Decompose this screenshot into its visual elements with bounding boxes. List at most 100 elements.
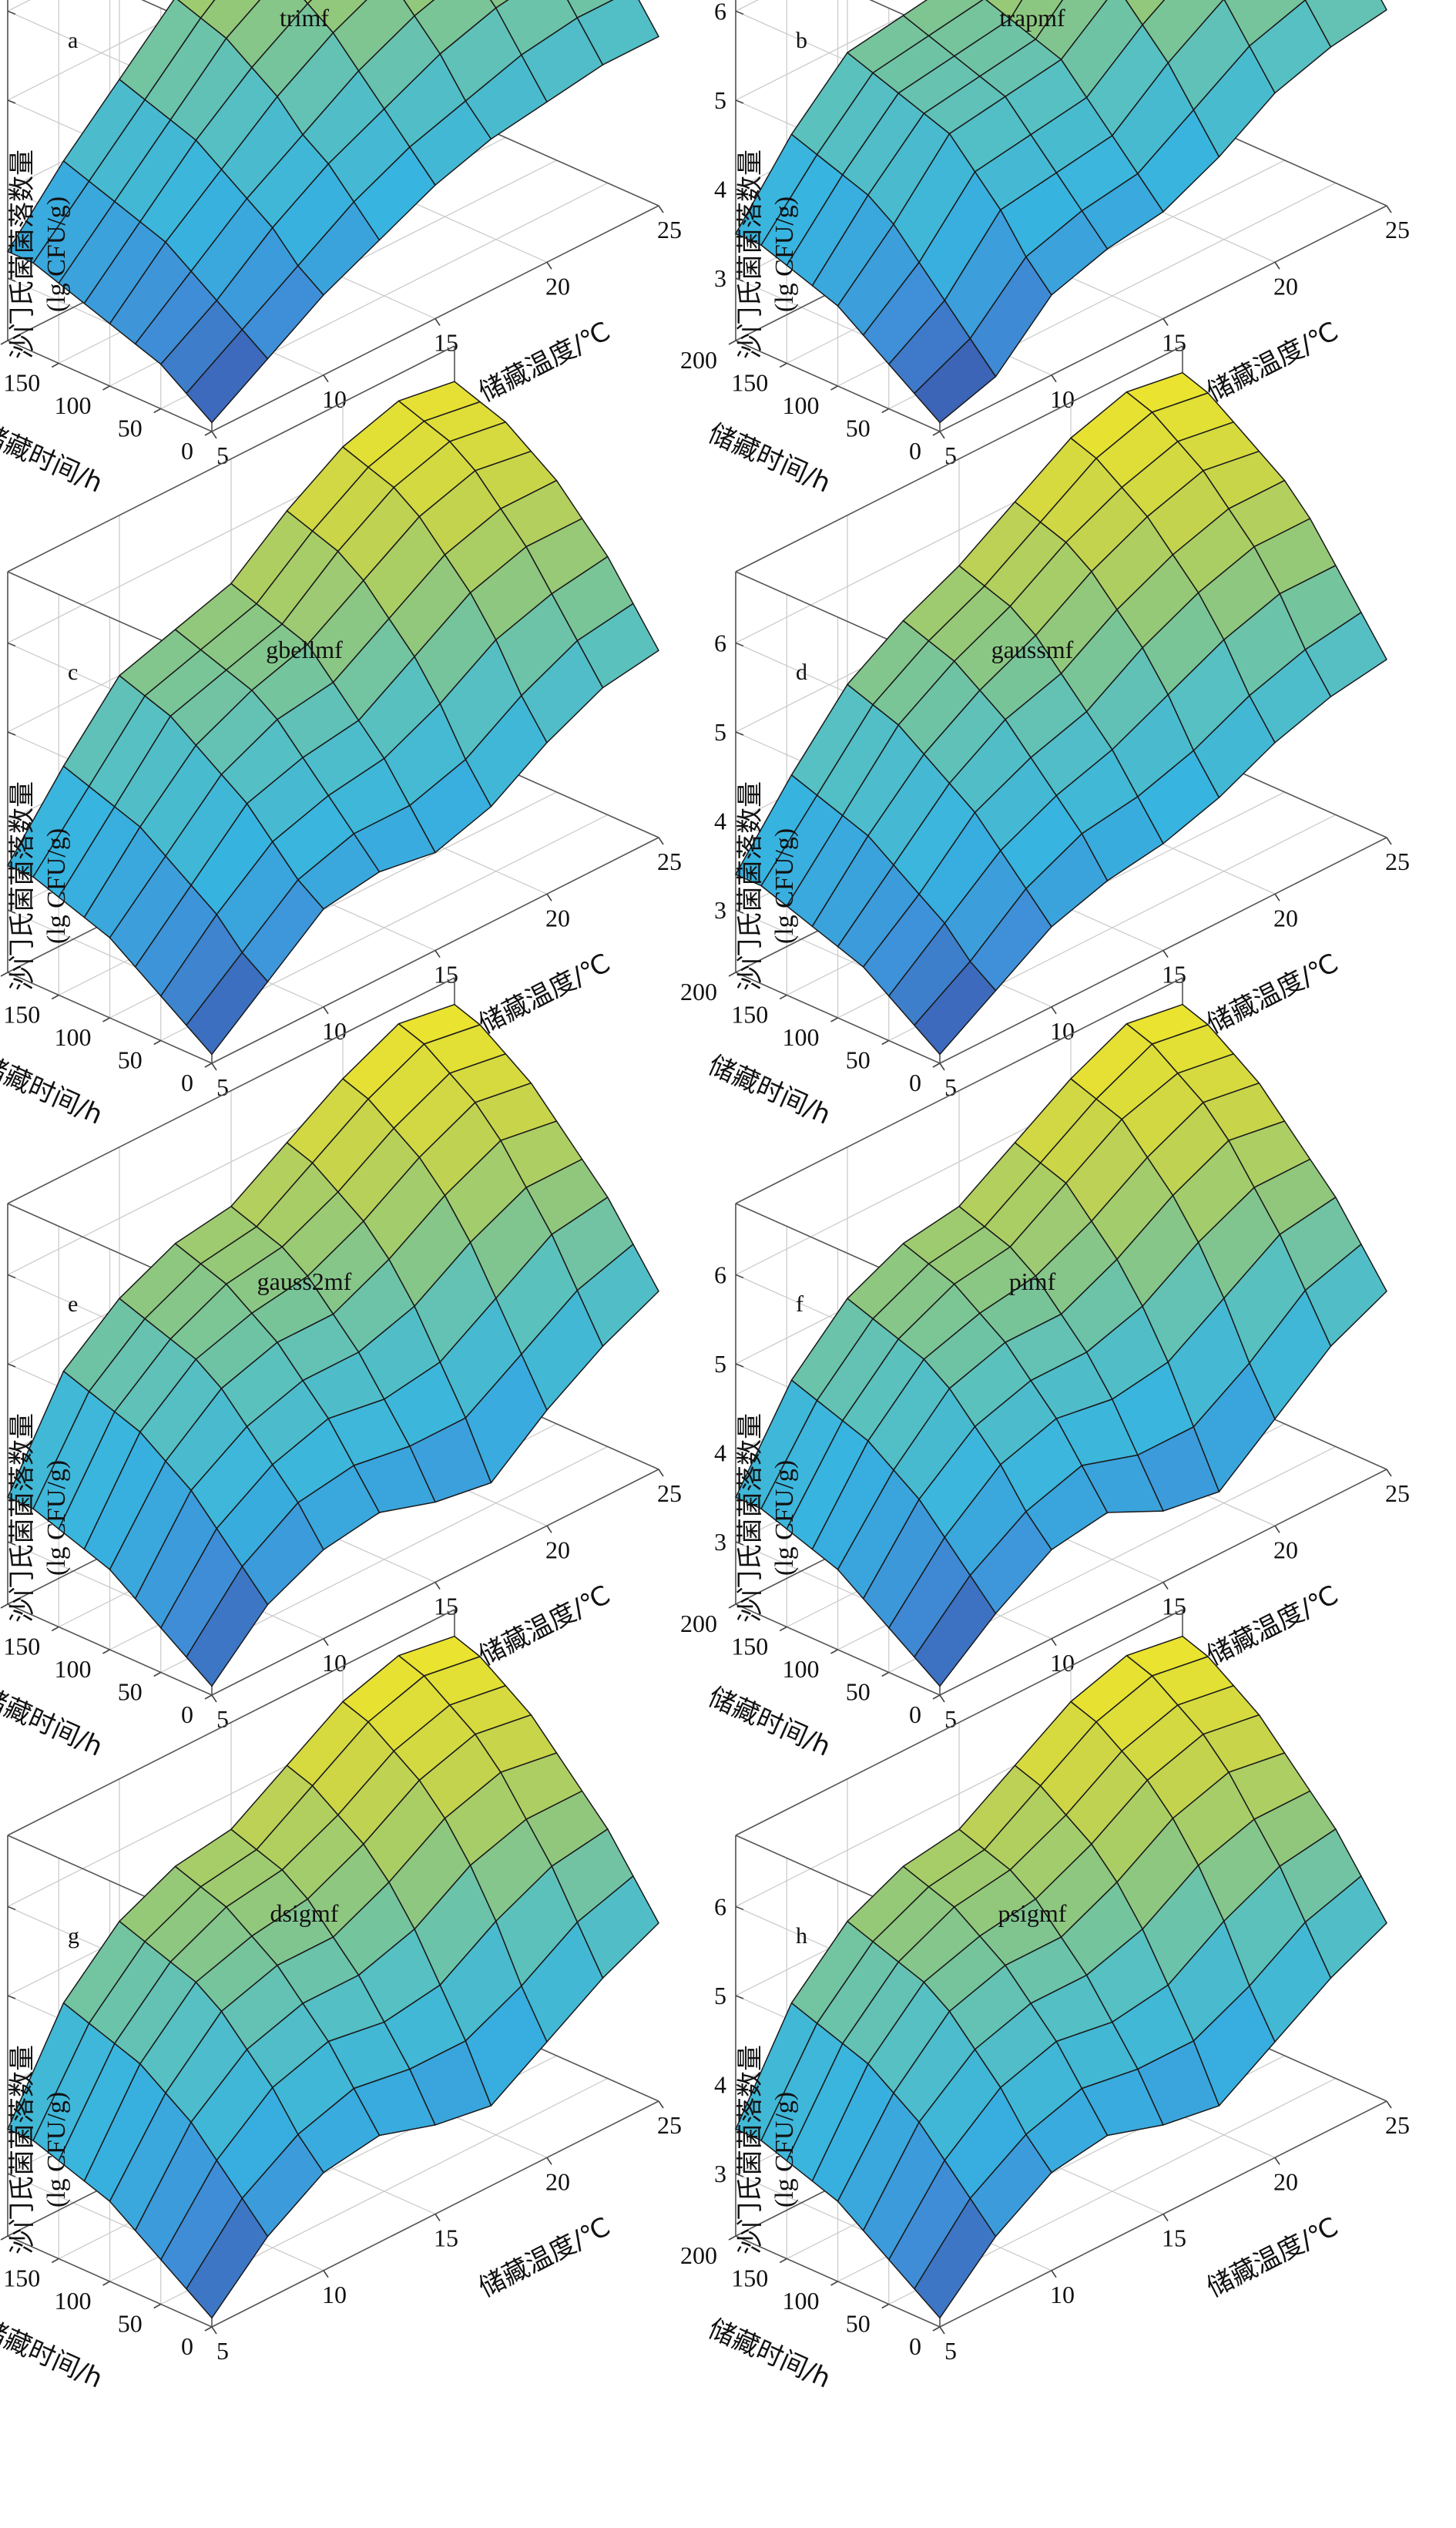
z-tick xyxy=(735,1541,744,1546)
time-tick-label: 100 xyxy=(783,2287,820,2315)
surface-cell xyxy=(1304,0,1387,48)
temp-tick-label: 10 xyxy=(322,2281,347,2308)
temp-tick-label: 20 xyxy=(1273,272,1298,300)
z-tick xyxy=(735,1452,744,1457)
time-tick-label: 0 xyxy=(181,1069,193,1096)
z-axis-title: 沙门氏菌菌落数量 xyxy=(735,781,766,991)
temp-axis-title: 储藏温度/℃ xyxy=(1202,2211,1344,2304)
temp-tick xyxy=(434,318,441,326)
z-tick-label: 5 xyxy=(714,86,726,114)
time-tick xyxy=(728,2235,736,2241)
z-tick xyxy=(735,820,744,825)
time-tick-label: 200 xyxy=(680,978,717,1005)
time-tick xyxy=(830,385,838,391)
time-tick-label: 50 xyxy=(118,2310,143,2338)
temp-tick-label: 20 xyxy=(1273,1536,1298,1563)
time-tick xyxy=(102,1017,110,1022)
panel-letter: h xyxy=(796,1923,807,1949)
time-tick xyxy=(0,2235,8,2241)
grid-line-z xyxy=(735,0,935,101)
time-tick-label: 150 xyxy=(731,369,768,397)
temp-tick xyxy=(1162,318,1169,326)
z-tick xyxy=(7,1905,16,1911)
temp-tick-label: 20 xyxy=(545,1536,570,1563)
time-tick xyxy=(0,1603,8,1609)
z-tick xyxy=(735,1995,744,1999)
z-tick-label: 4 xyxy=(714,176,726,203)
panel-letter: d xyxy=(796,660,807,685)
z-tick xyxy=(735,2173,744,2177)
z-tick xyxy=(7,1541,16,1546)
temp-tick-label: 25 xyxy=(1385,2111,1410,2139)
z-axis-title: 沙门氏菌菌落数量 xyxy=(735,149,766,359)
panel-title: trimf xyxy=(280,4,329,32)
surface xyxy=(7,381,659,1056)
time-tick-label: 100 xyxy=(783,1023,820,1051)
z-tick-label: 4 xyxy=(714,807,726,835)
surface-cell xyxy=(177,0,216,19)
temp-tick xyxy=(939,1694,945,1703)
surface-cell xyxy=(576,1244,659,1347)
surface-cell xyxy=(1125,0,1166,25)
temp-tick-label: 5 xyxy=(944,1073,957,1101)
z-tick xyxy=(735,1905,744,1911)
surface xyxy=(7,0,659,424)
time-tick-label: 150 xyxy=(731,2264,768,2292)
time-tick xyxy=(51,1626,59,1632)
z-tick xyxy=(735,2083,744,2089)
time-axis-title: 储藏时间/h xyxy=(703,1049,835,1130)
surface-cell xyxy=(576,603,659,689)
surface-cell xyxy=(1009,0,1064,40)
time-tick-label: 50 xyxy=(846,415,871,442)
panel-letter: e xyxy=(68,1291,78,1317)
z-tick-label: 3 xyxy=(714,264,726,292)
z-tick-label: 3 xyxy=(714,2160,726,2187)
z-tick xyxy=(735,188,744,193)
z-tick xyxy=(735,99,744,104)
z-tick-label: 5 xyxy=(714,1350,726,1378)
time-tick-label: 100 xyxy=(55,391,92,419)
time-tick xyxy=(153,1039,162,1046)
temp-tick xyxy=(939,431,945,439)
z-axis-unit: (lg CFU/g) xyxy=(770,2092,799,2207)
z-tick xyxy=(735,1274,744,1279)
box-edge xyxy=(7,345,455,572)
time-tick xyxy=(204,431,213,436)
surface xyxy=(7,1003,659,1687)
surface-cell xyxy=(1304,612,1387,697)
box-edge xyxy=(735,977,1183,1204)
panel-f: 3456050100150200510152025储藏时间/h储藏温度/℃沙门氏… xyxy=(680,977,1410,1763)
time-tick xyxy=(779,1626,787,1632)
temp-tick-label: 15 xyxy=(1162,2224,1186,2252)
panel-g: 3456050100150200510152025储藏时间/h储藏温度/℃沙门氏… xyxy=(0,1609,682,2395)
time-tick-label: 50 xyxy=(118,1678,143,1706)
surface-cell xyxy=(1249,0,1332,94)
time-tick xyxy=(728,1603,736,1609)
box-edge xyxy=(735,1609,1183,1836)
z-tick xyxy=(7,1452,16,1457)
time-tick-label: 150 xyxy=(3,2264,40,2292)
time-tick xyxy=(932,431,941,436)
time-tick xyxy=(102,1649,110,1654)
time-tick xyxy=(830,2281,838,2286)
temp-tick xyxy=(1051,2270,1057,2278)
temp-tick-label: 25 xyxy=(1385,1479,1410,1507)
temperature-axis: 5 10 15 20 25 xyxy=(939,2100,1410,2365)
z-tick-label: 6 xyxy=(714,0,726,25)
z-tick-label: 4 xyxy=(714,1439,726,1467)
z-tick xyxy=(7,1274,16,1279)
temp-tick xyxy=(323,2270,329,2278)
time-tick-label: 0 xyxy=(181,437,193,465)
z-tick xyxy=(735,642,744,647)
z-tick-label: 4 xyxy=(714,2071,726,2099)
time-tick-label: 150 xyxy=(3,369,40,397)
time-tick-label: 100 xyxy=(55,1655,92,1683)
time-tick xyxy=(204,2326,213,2332)
temp-tick-label: 5 xyxy=(944,441,957,469)
panel-title: dsigmf xyxy=(270,1899,339,1927)
